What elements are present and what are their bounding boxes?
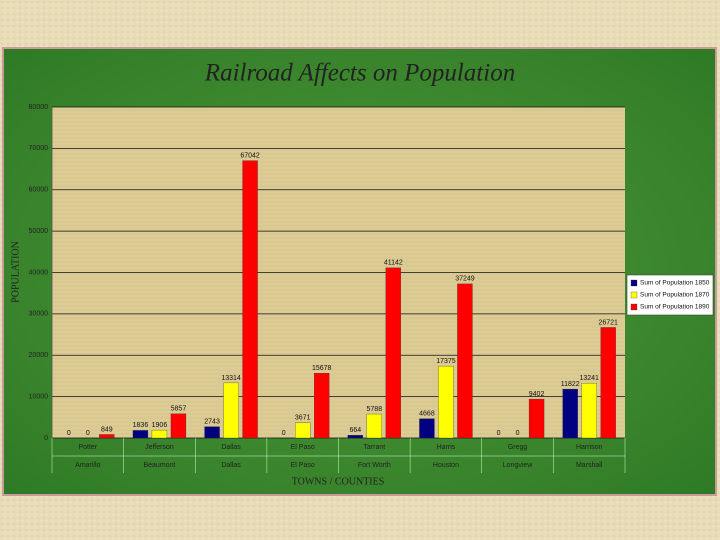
x-tick-label: El Paso	[291, 444, 315, 451]
legend	[626, 274, 714, 316]
data-label: 4668	[419, 411, 435, 418]
x-tick-label: Dallas	[221, 444, 241, 451]
x-axis-label: TOWNS / COUNTIES	[292, 476, 385, 487]
bar	[314, 372, 330, 439]
bar	[366, 413, 382, 439]
y-tick-label: 80000	[29, 104, 49, 111]
x-tick-label: Harris	[437, 444, 456, 451]
x-tick-label: Tarrant	[363, 444, 385, 451]
bar	[528, 398, 545, 439]
bar	[99, 434, 115, 439]
data-label: 41142	[384, 260, 403, 267]
x-group-label: Longview	[503, 462, 534, 469]
bar	[347, 435, 363, 439]
data-label: 15678	[312, 365, 332, 372]
data-label: 1906	[152, 422, 168, 429]
bar	[295, 422, 311, 439]
y-tick-label: 0	[44, 435, 48, 442]
x-group-label: El Paso	[291, 462, 315, 469]
legend-label: Sum of Population 1890	[640, 304, 710, 311]
data-label: 13314	[221, 375, 241, 382]
bar	[562, 388, 578, 439]
y-tick-label: 50000	[29, 228, 49, 235]
bar	[581, 383, 597, 439]
legend-swatch	[630, 279, 638, 287]
y-tick-label: 70000	[29, 145, 49, 152]
x-tick-label: Harrison	[576, 444, 603, 451]
bar	[457, 283, 473, 439]
x-group-label: Fort Worth	[358, 462, 391, 469]
bar	[385, 267, 401, 439]
data-label: 67042	[240, 152, 260, 159]
data-label: 0	[282, 430, 286, 437]
data-label: 1836	[133, 422, 149, 429]
data-label: 5857	[171, 406, 187, 413]
data-label: 11822	[561, 381, 580, 388]
data-label: 9402	[529, 391, 545, 398]
x-group-label: Houston	[433, 462, 459, 469]
data-label: 3671	[295, 415, 311, 422]
y-axis-label: POPULATION	[10, 241, 21, 303]
data-label: 0	[516, 430, 520, 437]
bar	[204, 426, 220, 439]
bar	[600, 327, 616, 439]
y-tick-label: 10000	[29, 393, 49, 400]
data-label: 26721	[598, 319, 618, 326]
chart-title: Railroad Affects on Population	[204, 60, 515, 87]
data-label: 13241	[579, 375, 599, 382]
y-tick-label: 30000	[29, 311, 49, 318]
x-group-label: Marshall	[576, 462, 603, 469]
bar	[151, 429, 168, 439]
x-tick-label: Gregg	[508, 444, 528, 451]
data-label: 5788	[367, 406, 383, 413]
data-label: 2743	[204, 418, 220, 425]
legend-swatch	[630, 291, 638, 299]
x-group-label: Amarillo	[75, 462, 100, 469]
bar	[242, 160, 258, 439]
legend-label: Sum of Population 1870	[640, 292, 710, 299]
data-label: 664	[349, 427, 361, 434]
data-label: 0	[67, 430, 71, 437]
legend-label: Sum of Population 1850	[640, 280, 710, 287]
bar	[223, 382, 239, 439]
bar	[419, 418, 435, 439]
legend-swatch	[630, 303, 638, 311]
data-label: 17375	[436, 358, 456, 365]
data-label: 0	[86, 430, 90, 437]
bar	[438, 365, 454, 439]
y-tick-label: 60000	[29, 187, 49, 194]
bar	[132, 430, 149, 439]
x-tick-label: Jefferson	[145, 444, 174, 451]
x-tick-label: Potter	[78, 444, 97, 451]
y-tick-label: 40000	[29, 269, 49, 276]
data-label: 849	[101, 426, 113, 433]
data-label: 37249	[455, 276, 475, 283]
x-group-label: Beaumont	[143, 462, 175, 469]
y-tick-label: 20000	[29, 352, 49, 359]
x-group-label: Dallas	[221, 462, 241, 469]
bar	[170, 413, 187, 439]
data-label: 0	[497, 430, 501, 437]
